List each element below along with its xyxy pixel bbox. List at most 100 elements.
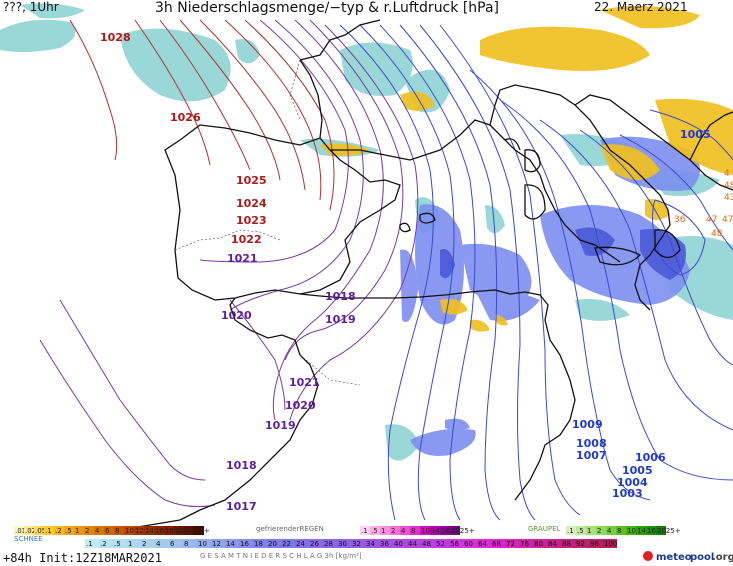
graupel-tick: 4: [607, 527, 612, 535]
snow-swatch: [154, 526, 164, 535]
isobar-low: [379, 24, 476, 521]
rain-tick: 1: [128, 540, 132, 548]
rain-tick: 4: [156, 540, 161, 548]
isobar-low: [339, 24, 434, 521]
freezing-swatch: [440, 526, 450, 535]
border-layer: [174, 59, 361, 386]
rain-swatch: [113, 539, 127, 548]
graupel-swatch: [656, 526, 666, 535]
pressure-label: 1017: [226, 500, 257, 513]
rain-swatch: [547, 539, 561, 548]
rain-tick: 100: [604, 540, 617, 548]
freezing-tick: 2025+: [451, 527, 475, 535]
rain-swatch: [477, 539, 491, 548]
rain-swatch: [239, 539, 253, 548]
isobar-low: [399, 24, 501, 521]
isobar-low: [469, 69, 651, 501]
isobar-high: [69, 19, 118, 161]
rain-swatch: [295, 539, 309, 548]
isobar-low: [579, 129, 733, 366]
rain-tick: 30: [338, 540, 347, 548]
rain-swatch: [253, 539, 267, 548]
rain-tick: 72: [506, 540, 515, 548]
isobar-high: [134, 19, 211, 166]
precip-value-label: 43: [724, 193, 733, 203]
rain-tick: 16: [240, 540, 249, 548]
snow-swatch: [44, 526, 54, 535]
isobar-low: [419, 24, 536, 521]
rain-swatch: [267, 539, 281, 548]
brand-dot-icon: [643, 551, 653, 561]
rain-tick: 10: [198, 540, 207, 548]
rain-tick: 18: [254, 540, 263, 548]
snow-tick: 8: [115, 527, 119, 535]
isobar-lines: [39, 19, 733, 521]
isobar-high: [199, 19, 306, 191]
isobar-mid: [229, 299, 286, 411]
rain-swatch: [463, 539, 477, 548]
rain-swatch: [169, 539, 183, 548]
freezing-tick: .1: [361, 527, 368, 535]
rain-tick: 56: [450, 540, 459, 548]
isobar-high: [159, 19, 251, 171]
isobar-low: [539, 119, 733, 431]
pressure-label: 1005: [680, 128, 711, 141]
rain-swatch: [337, 539, 351, 548]
graupel-label: GRAUPEL: [528, 525, 561, 533]
rain-legend-bar: .1.2.5 1 2 4 6 8 10 12 14 16 18 20 22 24 26 28 30 32 34 36 4…: [85, 539, 617, 548]
isobar-mid: [289, 24, 419, 421]
rain-tick: 48: [422, 540, 431, 548]
snow-swatch: [94, 526, 104, 535]
rain-swatch: [225, 539, 239, 548]
rain-tick: 34: [366, 540, 375, 548]
precip-value-label: 47: [706, 215, 717, 225]
snow-swatch: [34, 526, 44, 535]
rain-swatch: [85, 539, 99, 548]
graupel-swatch: [636, 526, 646, 535]
snow-swatch: [14, 526, 24, 535]
rain-swatch: [365, 539, 379, 548]
snow-swatch: [114, 526, 124, 535]
isobar-low: [652, 199, 706, 276]
rain-tick: 6: [170, 540, 175, 548]
pressure-label: 1020: [221, 309, 252, 322]
header-left: ???, 1Uhr: [3, 0, 59, 14]
freezing-swatch: [430, 526, 440, 535]
rain-swatch: [211, 539, 225, 548]
rain-tick: 64: [478, 540, 487, 548]
graupel-tick: 14: [637, 527, 646, 535]
pressure-labels: 1028 1026 1025 1024 1023 1022 1021 1020 1018 1019…: [100, 31, 711, 513]
rain-tick: 68: [492, 540, 501, 548]
snow-swatch: [74, 526, 84, 535]
freezing-swatch: [410, 526, 420, 535]
isobar-mid: [59, 299, 206, 481]
rain-swatch: [519, 539, 533, 548]
graupel-tick: .5: [577, 527, 584, 535]
snow-legend-bar: .01.02.05.1.2.5 1 2 4 6 8 10 12 14 16 18 20 25 25+: [14, 526, 210, 535]
freezing-tick: 2: [391, 527, 395, 535]
snow-tick: 25+: [195, 527, 210, 535]
rain-swatch: [323, 539, 337, 548]
rain-tick: 84: [548, 540, 557, 548]
snow-tick: 1: [75, 527, 79, 535]
precip-value-label: 48: [711, 229, 723, 239]
rain-swatch: [575, 539, 589, 548]
precip-value-label: 4: [724, 169, 730, 179]
snow-swatch: [144, 526, 154, 535]
isobar-high: [179, 19, 281, 181]
rain-tick: 28: [324, 540, 333, 548]
brand-logo[interactable]: meteo pool .org: [643, 551, 733, 563]
graupel-swatch: [586, 526, 596, 535]
precip-value-label: 47: [722, 215, 733, 225]
snow-tick: .02: [25, 527, 36, 535]
rain-tick: 32: [352, 540, 361, 548]
freezing-legend-bar: .1.5 1 2 4 8 10 14 16 2025+: [360, 526, 475, 535]
snow-swatch: [84, 526, 94, 535]
freezing-tick: 10: [421, 527, 430, 535]
snow-swatch: [184, 526, 194, 535]
rain-tick: 76: [520, 540, 529, 548]
isobar-high: [244, 19, 335, 211]
rain-swatch: [309, 539, 323, 548]
